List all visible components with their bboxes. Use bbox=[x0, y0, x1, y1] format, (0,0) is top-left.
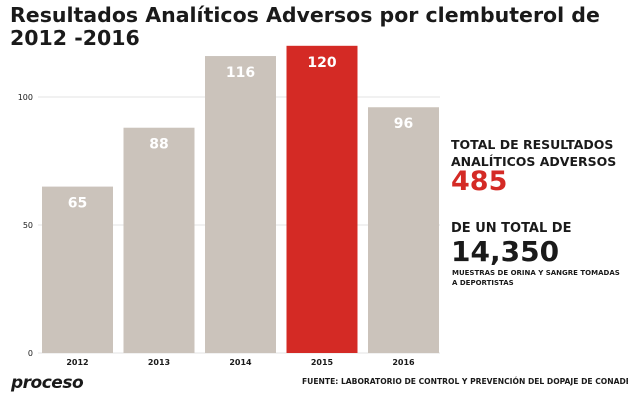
bar bbox=[123, 127, 195, 353]
sample-description: MUESTRAS DE ORINA Y SANGRE TOMADAS A DEP… bbox=[452, 269, 620, 287]
x-tick-label: 2013 bbox=[148, 358, 170, 367]
bar bbox=[205, 56, 276, 353]
bar-value-label: 120 bbox=[307, 55, 336, 71]
x-tick-label: 2016 bbox=[392, 358, 415, 367]
bar bbox=[368, 107, 439, 354]
bar-value-label: 116 bbox=[226, 65, 255, 81]
x-tick-label: 2012 bbox=[66, 358, 88, 367]
y-tick-label: 0 bbox=[28, 349, 33, 358]
x-tick-label: 2015 bbox=[311, 358, 334, 367]
sample-total-value: 14,350 bbox=[451, 235, 560, 268]
bar-value-label: 88 bbox=[149, 137, 168, 153]
source-note: FUENTE: LABORATORIO DE CONTROL Y PREVENC… bbox=[302, 377, 628, 386]
bar-value-label: 96 bbox=[394, 116, 413, 132]
bar-value-label: 65 bbox=[68, 196, 87, 212]
bar bbox=[286, 45, 358, 354]
x-tick-label: 2014 bbox=[229, 358, 252, 367]
y-tick-label: 50 bbox=[23, 221, 33, 230]
chart-title: Resultados Analíticos Adversos por clemb… bbox=[10, 3, 600, 50]
bar bbox=[42, 186, 113, 353]
total-results-label: TOTAL DE RESULTADOS ANALÍTICOS ADVERSOS bbox=[451, 137, 617, 169]
y-tick-label: 100 bbox=[18, 93, 33, 102]
total-results-value: 485 bbox=[451, 166, 508, 197]
proceso-logo: proceso bbox=[11, 373, 84, 393]
sample-total-label: DE UN TOTAL DE bbox=[451, 221, 572, 236]
